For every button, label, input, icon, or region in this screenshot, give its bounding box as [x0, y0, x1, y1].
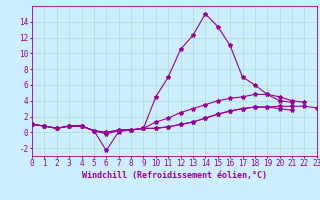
X-axis label: Windchill (Refroidissement éolien,°C): Windchill (Refroidissement éolien,°C) [82, 171, 267, 180]
